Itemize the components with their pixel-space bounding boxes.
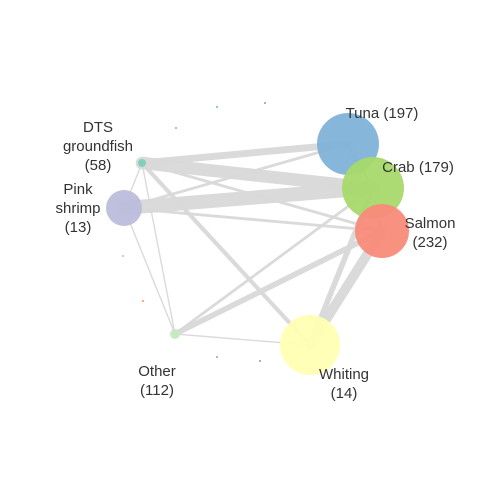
node-label-line: shrimp — [55, 200, 100, 217]
node-label-line: (232) — [412, 234, 447, 251]
minor-dot — [142, 300, 144, 302]
node-label-salmon: Salmon (232) — [405, 215, 456, 251]
node-label-line: (58) — [85, 157, 112, 174]
minor-dot — [122, 255, 124, 257]
node-label-pink: Pink shrimp (13) — [55, 181, 100, 236]
minor-dot — [216, 106, 218, 108]
node-label-line: (112) — [140, 382, 174, 399]
minor-dot — [264, 102, 266, 104]
node-label-line: Whiting — [319, 366, 369, 383]
node-label-dts: DTS groundfish (58) — [63, 119, 133, 174]
node-label-whiting: Whiting (14) — [319, 366, 369, 402]
node-label-line: Pink — [63, 181, 93, 198]
node-pink — [106, 190, 142, 226]
node-label-line: DTS — [83, 119, 113, 136]
node-salmon — [355, 204, 409, 258]
node-label-line: Other — [138, 363, 176, 380]
node-dts — [138, 159, 146, 167]
node-label-tuna: Tuna (197) — [346, 105, 419, 122]
node-label-crab: Crab (179) — [382, 159, 454, 176]
node-other — [170, 329, 180, 339]
edge-dts-other — [142, 163, 175, 334]
minor-dot — [216, 356, 218, 358]
minor-dot — [259, 360, 261, 362]
node-label-line: (14) — [331, 385, 358, 402]
minor-dot — [175, 127, 177, 129]
node-label-line: Crab (179) — [382, 159, 454, 176]
edge-pink-other — [124, 208, 175, 334]
node-label-line: Salmon — [405, 215, 456, 232]
node-label-line: groundfish — [63, 138, 133, 155]
node-label-other: Other (112) — [138, 363, 176, 399]
node-label-line: (13) — [65, 219, 92, 236]
node-label-line: Tuna (197) — [346, 105, 419, 122]
